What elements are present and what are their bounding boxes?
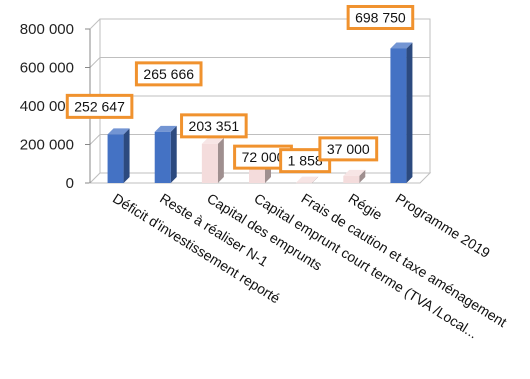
data-label: 1 858 <box>279 148 332 174</box>
bar-side <box>406 42 413 183</box>
bar-top <box>343 169 366 176</box>
bar-side <box>359 169 366 183</box>
bar-top <box>201 137 224 144</box>
gridline-depth <box>89 134 101 145</box>
category-label: Frais de caution et taxe aménagement <box>299 190 510 330</box>
bar <box>107 128 130 183</box>
gridline-depth <box>89 57 101 68</box>
data-label-text: 37 000 <box>327 141 370 157</box>
data-label: 698 750 <box>346 4 415 30</box>
data-label-text: 252 647 <box>74 98 125 114</box>
bar-side <box>123 128 130 183</box>
data-label-box <box>65 93 134 119</box>
data-label-box <box>134 61 203 87</box>
data-label-box <box>318 136 379 162</box>
bar-front <box>107 134 124 183</box>
bar <box>390 42 413 183</box>
bar-side <box>217 137 224 183</box>
data-label: 37 000 <box>318 136 379 162</box>
data-label-text: 203 351 <box>189 118 240 134</box>
bar-side <box>170 125 177 183</box>
data-label: 252 647 <box>65 93 134 119</box>
data-label-text: 72 000 <box>242 149 285 165</box>
data-label-box <box>346 4 415 30</box>
data-label: 265 666 <box>134 61 203 87</box>
bar-top <box>107 128 130 135</box>
data-label: 203 351 <box>180 113 248 139</box>
gridline-depth <box>89 18 101 30</box>
bar-side <box>312 176 319 183</box>
bar-front <box>390 48 407 183</box>
bar-top <box>154 125 177 132</box>
y-tick-label: 400 000 <box>20 98 74 115</box>
bar-front <box>201 143 218 183</box>
bars <box>107 42 413 184</box>
bar <box>296 176 319 184</box>
bar-front <box>343 175 360 183</box>
bar-top <box>296 176 319 183</box>
bar-front <box>296 182 313 184</box>
data-label-text: 265 666 <box>143 66 194 82</box>
bar-front <box>249 169 265 183</box>
data-label-text: 1 858 <box>288 153 323 169</box>
bar <box>343 169 366 183</box>
bar-top <box>390 42 413 49</box>
y-tick-label: 800 000 <box>20 21 74 38</box>
bar-front <box>154 131 171 183</box>
y-tick-label: 0 <box>66 175 74 192</box>
category-label: Programme 2019 <box>393 190 493 261</box>
bar <box>154 125 177 183</box>
bar <box>201 137 224 183</box>
data-label-box <box>180 113 248 139</box>
y-tick-label: 600 000 <box>20 60 74 77</box>
y-tick-label: 200 000 <box>20 137 74 154</box>
data-label-text: 698 750 <box>355 9 406 25</box>
